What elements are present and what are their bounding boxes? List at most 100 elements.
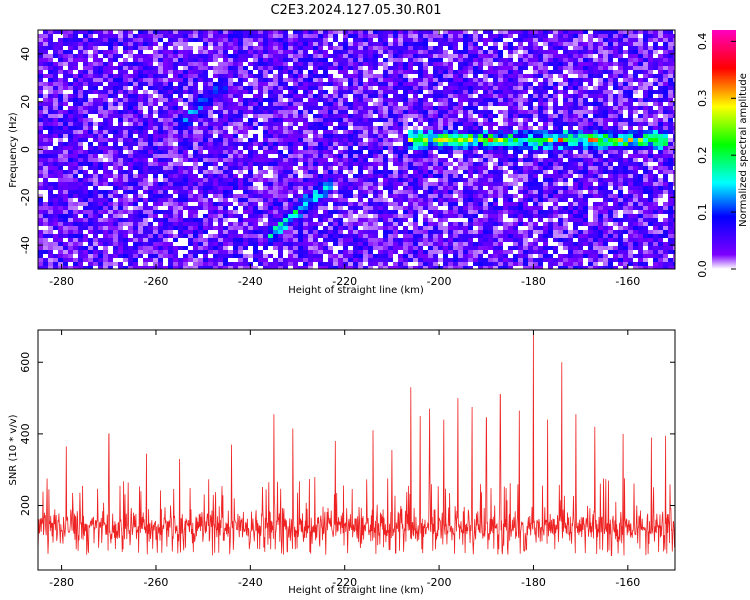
heatmap-cell [393, 78, 398, 82]
heatmap-cell [273, 162, 278, 166]
heatmap-cell [398, 130, 403, 134]
heatmap-cell [133, 178, 138, 182]
heatmap-cell [483, 162, 488, 166]
heatmap-cell [278, 142, 283, 146]
heatmap-cell [208, 142, 213, 146]
heatmap-cell [338, 70, 343, 74]
heatmap-cell [498, 142, 503, 146]
heatmap-cell [408, 190, 413, 194]
heatmap-cell [518, 94, 523, 98]
heatmap-cell [653, 82, 658, 86]
heatmap-cell [378, 154, 383, 158]
heatmap-cell [308, 94, 313, 98]
heatmap-cell [378, 134, 383, 138]
heatmap-cell [528, 126, 533, 130]
heatmap-cell [443, 110, 448, 114]
heatmap-cell [178, 146, 183, 150]
heatmap-cell [573, 114, 578, 118]
heatmap-cell [233, 154, 238, 158]
heatmap-cell [403, 42, 408, 46]
heatmap-cell [473, 194, 478, 198]
heatmap-cell [663, 190, 668, 194]
heatmap-cell [588, 70, 593, 74]
heatmap-cell [158, 94, 163, 98]
heatmap-cell [83, 186, 88, 190]
heatmap-cell [468, 50, 473, 54]
heatmap-cell [183, 174, 188, 178]
heatmap-cell [273, 34, 278, 38]
heatmap-cell [108, 150, 113, 154]
heatmap-cell [93, 66, 98, 70]
heatmap-cell [333, 158, 338, 162]
heatmap-cell [373, 54, 378, 58]
heatmap-cell [383, 38, 388, 42]
heatmap-cell [213, 66, 218, 70]
heatmap-cell [468, 126, 473, 130]
heatmap-cell [183, 110, 188, 114]
heatmap-cell [408, 38, 413, 42]
heatmap-cell [188, 154, 193, 158]
heatmap-cell [128, 34, 133, 38]
heatmap-cell [613, 154, 618, 158]
heatmap-cell [233, 198, 238, 202]
heatmap-cell [313, 78, 318, 82]
heatmap-cell [363, 126, 368, 130]
heatmap-cell [608, 146, 613, 150]
heatmap-cell [118, 202, 123, 206]
heatmap-cell [548, 30, 553, 34]
heatmap-cell [183, 142, 188, 146]
heatmap-cell [108, 114, 113, 118]
heatmap-cell [138, 166, 143, 170]
heatmap-cell [108, 90, 113, 94]
heatmap-cell [108, 94, 113, 98]
heatmap-cell [248, 146, 253, 150]
heatmap-cell [203, 50, 208, 54]
heatmap-cell [398, 58, 403, 62]
heatmap-cell [533, 150, 538, 154]
heatmap-cell [423, 34, 428, 38]
heatmap-cell [578, 122, 583, 126]
heatmap-cell [188, 122, 193, 126]
heatmap-cell [518, 150, 523, 154]
heatmap-cell [98, 70, 103, 74]
heatmap-cell [583, 198, 588, 202]
heatmap-cell [213, 50, 218, 54]
heatmap-cell [68, 46, 73, 50]
heatmap-cell [373, 130, 378, 134]
heatmap-cell [548, 70, 553, 74]
heatmap-cell [93, 154, 98, 158]
heatmap-cell [578, 46, 583, 50]
heatmap-cell [148, 154, 153, 158]
heatmap-cell [613, 102, 618, 106]
heatmap-cell [513, 138, 518, 142]
heatmap-cell [568, 94, 573, 98]
heatmap-cell [268, 58, 273, 62]
heatmap-cell [323, 110, 328, 114]
heatmap-cell [363, 102, 368, 106]
heatmap-cell [553, 194, 558, 198]
heatmap-cell [573, 162, 578, 166]
heatmap-cell [43, 34, 48, 38]
heatmap-cell [468, 190, 473, 194]
heatmap-cell [583, 182, 588, 186]
heatmap-cell [573, 122, 578, 126]
heatmap-cell [533, 162, 538, 166]
heatmap-cell [643, 42, 648, 46]
heatmap-cell [108, 42, 113, 46]
heatmap-cell [273, 66, 278, 70]
heatmap-cell [453, 86, 458, 90]
heatmap-cell [58, 154, 63, 158]
heatmap-cell [373, 82, 378, 86]
heatmap-cell [588, 186, 593, 190]
heatmap-cell [673, 122, 675, 126]
heatmap-cell [123, 74, 128, 78]
heatmap-cell [593, 142, 598, 146]
heatmap-cell [153, 202, 158, 206]
heatmap-cell [78, 114, 83, 118]
heatmap-cell [278, 114, 283, 118]
heatmap-cell [148, 62, 153, 66]
heatmap-cell [48, 158, 53, 162]
heatmap-cell [393, 138, 398, 142]
heatmap-cell [353, 38, 358, 42]
heatmap-cell [133, 114, 138, 118]
